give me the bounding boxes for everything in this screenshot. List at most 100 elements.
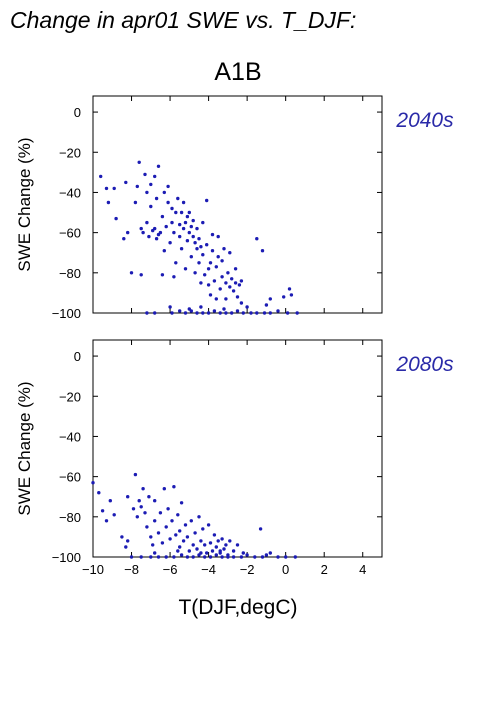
data-point	[183, 311, 188, 315]
data-point	[149, 204, 153, 209]
data-point	[164, 555, 168, 559]
data-point	[156, 164, 161, 168]
period-label: 2080s	[395, 353, 454, 376]
data-point	[260, 249, 265, 253]
data-point	[133, 200, 138, 205]
data-point	[153, 311, 157, 315]
data-point	[224, 311, 228, 315]
y-tick-label: −20	[59, 389, 81, 404]
data-point	[120, 535, 124, 539]
data-point	[166, 200, 170, 205]
data-point	[284, 555, 288, 559]
data-point	[137, 499, 141, 503]
data-point	[122, 237, 126, 241]
data-point	[104, 519, 109, 523]
y-tick-label: −60	[59, 470, 81, 485]
data-point	[183, 267, 188, 271]
data-point	[210, 249, 215, 253]
data-point	[149, 535, 153, 539]
data-point	[126, 230, 130, 235]
data-point	[153, 174, 157, 179]
data-point	[199, 245, 203, 249]
data-point	[154, 196, 159, 201]
y-tick-label: −60	[59, 226, 81, 241]
data-point	[195, 311, 199, 315]
data-point	[235, 309, 240, 313]
data-point	[249, 311, 253, 315]
data-point	[199, 281, 203, 285]
data-point	[218, 549, 222, 553]
x-axis-label: T(DJF,degC)	[178, 596, 297, 619]
data-point	[203, 273, 207, 277]
data-point	[147, 495, 151, 499]
data-point	[185, 239, 190, 243]
data-point	[189, 519, 193, 523]
data-point	[216, 539, 220, 543]
data-point	[231, 549, 236, 553]
data-point	[191, 543, 195, 547]
data-point	[185, 535, 190, 539]
data-point	[201, 253, 205, 257]
data-point	[160, 214, 165, 219]
data-point	[135, 515, 139, 519]
data-point	[166, 507, 170, 511]
data-point	[185, 555, 190, 559]
data-point	[139, 273, 143, 277]
data-point	[151, 543, 155, 547]
data-point	[176, 196, 180, 201]
data-point	[228, 251, 232, 255]
data-point	[276, 309, 280, 313]
data-point	[245, 305, 249, 309]
data-point	[126, 539, 130, 543]
data-point	[214, 545, 218, 549]
data-point	[174, 210, 178, 215]
data-point	[199, 551, 203, 555]
figure-title: Change in apr01 SWE vs. T_DJF:	[10, 7, 356, 33]
data-point	[133, 472, 138, 477]
plot-frame	[92, 95, 383, 314]
data-point	[131, 507, 136, 511]
data-point	[112, 186, 116, 191]
data-point	[170, 519, 174, 523]
data-point	[193, 531, 197, 535]
data-point	[285, 311, 290, 315]
data-point	[178, 545, 182, 549]
data-point	[126, 495, 130, 499]
data-point	[224, 543, 228, 547]
data-point	[158, 511, 163, 515]
y-tick-label: −100	[52, 306, 81, 321]
x-tick-label: 4	[359, 562, 366, 577]
data-point	[214, 297, 218, 301]
data-point	[220, 259, 224, 263]
data-point	[231, 289, 236, 293]
data-point	[99, 174, 103, 179]
data-point	[181, 539, 186, 543]
data-point	[145, 311, 149, 315]
data-point	[214, 265, 218, 269]
data-point	[149, 182, 153, 187]
data-point	[193, 241, 197, 245]
data-point	[226, 271, 230, 275]
data-point	[205, 243, 209, 247]
data-point	[106, 200, 111, 205]
data-point	[145, 525, 149, 529]
data-point	[97, 491, 101, 495]
data-point	[176, 549, 180, 553]
data-point	[183, 523, 188, 527]
data-point	[231, 555, 236, 559]
y-tick-label: −100	[52, 550, 81, 565]
data-point	[191, 555, 195, 559]
data-point	[153, 499, 157, 503]
data-point	[237, 283, 242, 287]
data-point	[179, 210, 184, 215]
data-point	[197, 515, 201, 519]
data-point	[199, 305, 203, 309]
data-point	[114, 216, 118, 221]
data-point	[268, 297, 272, 301]
x-tick-label: 0	[282, 562, 289, 577]
data-point	[239, 279, 244, 283]
data-point	[193, 271, 197, 275]
data-point	[212, 279, 217, 283]
data-point	[230, 311, 234, 315]
